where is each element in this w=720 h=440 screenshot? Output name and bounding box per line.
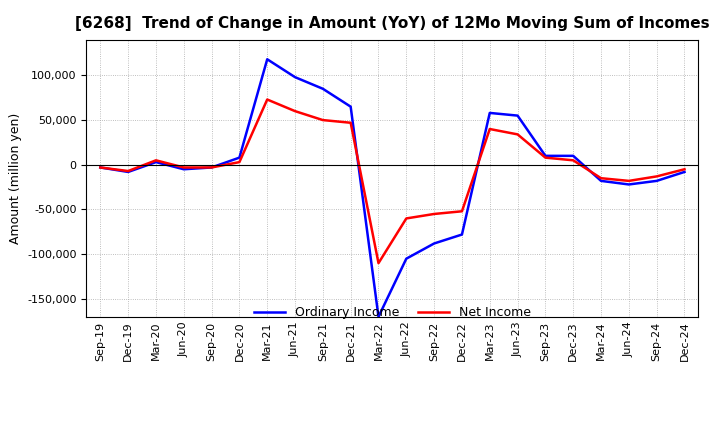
Legend: Ordinary Income, Net Income: Ordinary Income, Net Income <box>248 301 536 324</box>
Net Income <box>569 158 577 163</box>
Ordinary Income <box>124 169 132 175</box>
Ordinary Income <box>458 232 467 237</box>
Net Income <box>207 165 216 170</box>
Net Income <box>541 155 550 160</box>
Net Income <box>680 167 689 172</box>
Ordinary Income <box>291 74 300 80</box>
Net Income <box>624 178 633 183</box>
Net Income <box>152 158 161 163</box>
Ordinary Income <box>402 256 410 261</box>
Ordinary Income <box>374 314 383 319</box>
Ordinary Income <box>652 178 661 183</box>
Ordinary Income <box>318 86 327 92</box>
Net Income <box>179 165 188 170</box>
Ordinary Income <box>96 165 104 170</box>
Ordinary Income <box>235 155 243 160</box>
Ordinary Income <box>346 104 355 109</box>
Net Income <box>458 209 467 214</box>
Line: Ordinary Income: Ordinary Income <box>100 59 685 317</box>
Net Income <box>124 169 132 174</box>
Net Income <box>263 97 271 102</box>
Ordinary Income <box>513 113 522 118</box>
Net Income <box>485 126 494 132</box>
Line: Net Income: Net Income <box>100 99 685 263</box>
Net Income <box>513 132 522 137</box>
Net Income <box>235 159 243 165</box>
Net Income <box>374 260 383 266</box>
Net Income <box>318 117 327 123</box>
Net Income <box>96 165 104 170</box>
Title: [6268]  Trend of Change in Amount (YoY) of 12Mo Moving Sum of Incomes: [6268] Trend of Change in Amount (YoY) o… <box>75 16 710 32</box>
Ordinary Income <box>179 167 188 172</box>
Ordinary Income <box>207 165 216 170</box>
Ordinary Income <box>430 241 438 246</box>
Ordinary Income <box>569 153 577 158</box>
Ordinary Income <box>624 182 633 187</box>
Net Income <box>652 174 661 179</box>
Y-axis label: Amount (million yen): Amount (million yen) <box>9 113 22 244</box>
Ordinary Income <box>263 57 271 62</box>
Ordinary Income <box>485 110 494 116</box>
Net Income <box>291 109 300 114</box>
Ordinary Income <box>541 153 550 158</box>
Net Income <box>346 120 355 125</box>
Net Income <box>402 216 410 221</box>
Ordinary Income <box>597 178 606 183</box>
Net Income <box>597 176 606 181</box>
Ordinary Income <box>152 159 161 165</box>
Ordinary Income <box>680 169 689 175</box>
Net Income <box>430 211 438 216</box>
